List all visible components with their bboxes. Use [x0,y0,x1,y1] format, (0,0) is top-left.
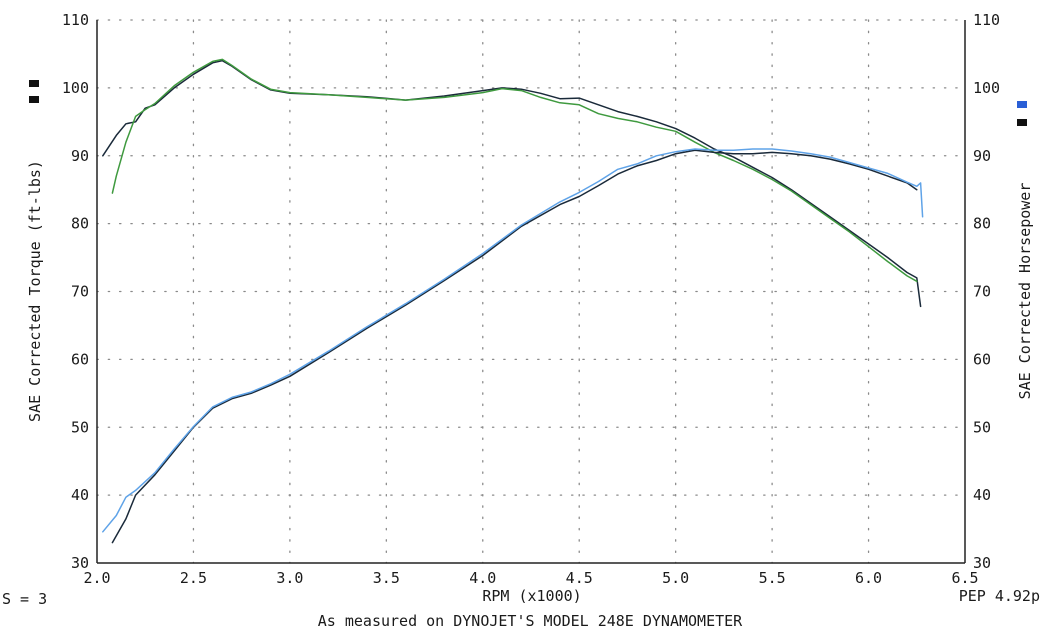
footer-left-smoothing: S = 3 [2,590,47,608]
x-tick-label: 6.0 [855,569,882,587]
plot-frame [96,20,966,564]
y-tick-label-left: 30 [71,554,89,572]
tick-labels: 2.0 2.5 3.0 3.5 4.0 4.5 5.0 5.5 6.0 6.53040506070… [62,11,1000,587]
x-tick-label: 2.0 [83,569,110,587]
series-layer [102,58,924,544]
y-tick-label-left: 70 [71,283,89,301]
x-tick-label: 6.5 [951,569,978,587]
x-tick-label: 4.5 [566,569,593,587]
y-tick-label-left: 110 [62,11,89,29]
y-tick-label-left: 90 [71,147,89,165]
y-tick-label-left: 80 [71,215,89,233]
x-tick-label: 5.0 [662,569,689,587]
y-tick-label-right: 70 [973,283,991,301]
y-tick-label-left: 100 [62,79,89,97]
legend-markers [29,80,1027,126]
x-axis-label: RPM (x1000) [482,587,581,605]
series-line-2 [111,58,918,283]
y-tick-label-right: 50 [973,418,991,436]
grid [96,19,966,564]
series-line-3 [111,149,918,544]
y-tick-label-left: 40 [71,486,89,504]
y-tick-label-left: 60 [71,350,89,368]
x-tick-label: 2.5 [180,569,207,587]
y-tick-label-left: 50 [71,418,89,436]
y-axis-label-right: SAE Corrected Horsepower [1016,183,1034,400]
legend-marker-torque-2 [29,96,39,103]
x-tick-label: 3.0 [276,569,303,587]
y-tick-label-right: 100 [973,79,1000,97]
footer-right-code: PEP 4.92p [959,587,1040,605]
y-tick-label-right: 40 [973,486,991,504]
y-axis-label-left: SAE Corrected Torque (ft-lbs) [26,160,44,422]
series-line-1 [102,59,922,308]
y-tick-label-right: 30 [973,554,991,572]
caption: As measured on DYNOJET'S MODEL 248E DYNA… [318,612,743,630]
legend-marker-hp-2 [1017,119,1027,126]
y-tick-label-right: 60 [973,350,991,368]
y-tick-label-right: 80 [973,215,991,233]
y-tick-label-right: 110 [973,11,1000,29]
x-tick-label: 4.0 [469,569,496,587]
x-tick-label: 5.5 [759,569,786,587]
legend-marker-hp-1 [1017,101,1027,108]
series-line-4 [102,148,924,533]
x-tick-label: 3.5 [373,569,400,587]
legend-marker-torque-1 [29,80,39,87]
y-tick-label-right: 90 [973,147,991,165]
